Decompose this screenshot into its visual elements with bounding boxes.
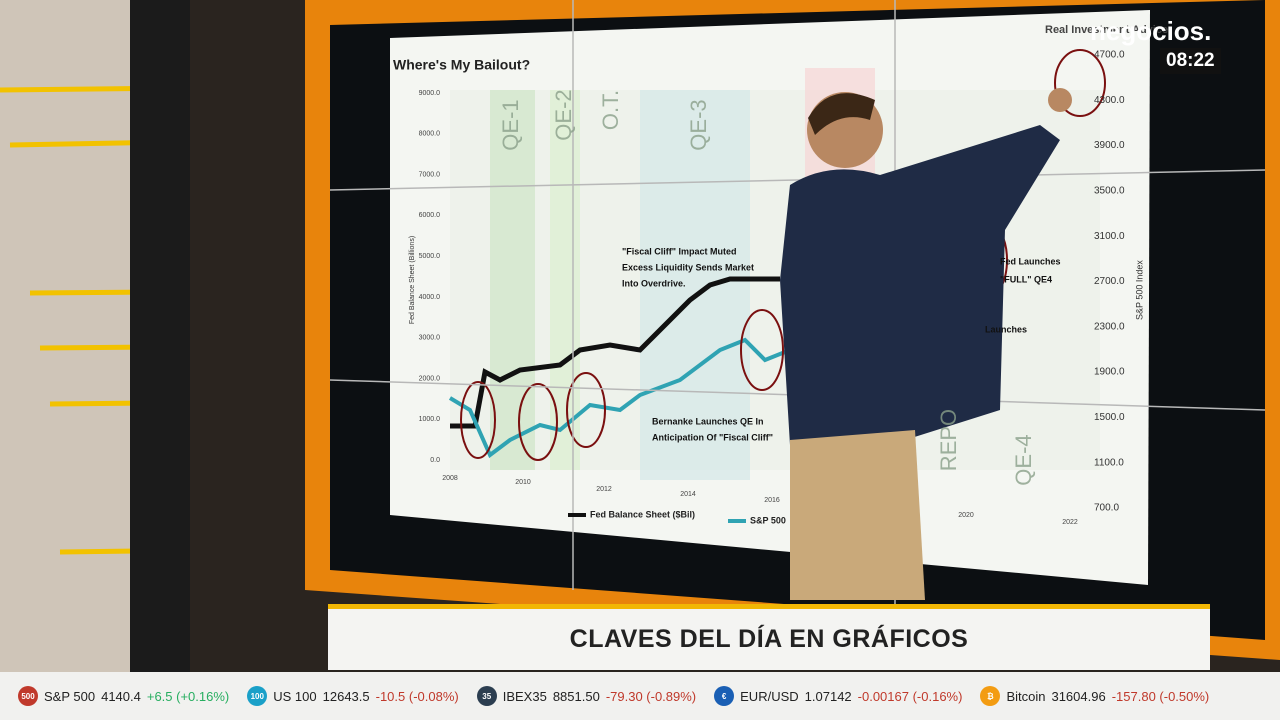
market-ticker: 500 S&P 500 4140.4 +6.5 (+0.16%) 100 US 100 12… [0, 672, 1280, 720]
band-label: QE-2 [551, 89, 576, 140]
ticker-badge: 100 [247, 686, 268, 706]
ticker-value: 1.07142 [804, 688, 852, 704]
left-tick-label: 0.0 [430, 457, 440, 464]
ticker-name: Bitcoin [1006, 688, 1046, 704]
annotation: "FULL" QE4 [1000, 274, 1052, 284]
annotation: Anticipation Of "Fiscal Cliff" [652, 432, 773, 442]
ticker-value: 12643.5 [322, 688, 370, 704]
ticker-change: -79.30 (-0.89%) [605, 688, 697, 704]
legend-label: S&P 500 [750, 515, 786, 525]
right-tick-label: 2700.0 [1094, 276, 1125, 287]
channel-logo: negocios. [1090, 16, 1212, 46]
right-tick-label: 700.0 [1094, 503, 1119, 514]
band-label: QE-1 [498, 99, 523, 150]
left-tick-label: 6000.0 [419, 212, 441, 219]
clock: 08:22 [1160, 48, 1221, 74]
annotation: Bernanke Launches QE In [652, 416, 764, 426]
band-label: QE-3 [686, 99, 711, 150]
right-tick-label: 4700.0 [1094, 50, 1125, 61]
ticker-name: US 100 [273, 688, 317, 704]
band-label: O.T. [598, 90, 623, 130]
right-tick-label: 3500.0 [1094, 186, 1125, 197]
band-label: QE-4 [1011, 434, 1036, 485]
annotation: Launches [985, 324, 1027, 334]
balance-sheet-line [450, 276, 780, 429]
year-label: 2010 [515, 479, 531, 486]
ticker-item: € EUR/USD 1.07142 -0.00167 (-0.16%) [714, 686, 962, 706]
ticker-badge: 35 [476, 686, 497, 706]
ticker-change: -10.5 (-0.08%) [375, 688, 459, 704]
left-tick-label: 1000.0 [419, 416, 441, 423]
presenter-hand [1048, 88, 1072, 112]
ticker-badge: 500 [18, 686, 38, 706]
year-label: 2020 [958, 512, 974, 519]
right-axis-label: S&P 500 Index [1134, 260, 1144, 320]
year-label: 2008 [442, 475, 458, 482]
ticker-change: +6.5 (+0.16%) [146, 688, 230, 704]
pillar [130, 0, 190, 680]
right-tick-label: 2300.0 [1094, 321, 1125, 332]
slide-title: Where's My Bailout? [393, 57, 530, 73]
ticker-name: EUR/USD [740, 688, 799, 704]
ticker-value: 4140.4 [101, 688, 141, 704]
ticker-change: -157.80 (-0.50%) [1111, 688, 1210, 704]
ticker-value: 8851.50 [552, 688, 600, 704]
presenter-hair [808, 93, 875, 135]
ticker-item: ₿ Bitcoin 31604.96 -157.80 (-0.50%) [980, 686, 1209, 706]
presenter-jacket [780, 125, 1060, 445]
year-label: 2016 [764, 497, 780, 504]
lower-third: CLAVES DEL DÍA EN GRÁFICOS [328, 604, 1210, 670]
right-tick-label: 3900.0 [1094, 140, 1125, 151]
left-tick-label: 8000.0 [419, 131, 441, 138]
left-tick-label: 3000.0 [419, 335, 441, 342]
qe2-band [550, 90, 580, 470]
qe1-band [490, 90, 535, 470]
right-tick-label: 1500.0 [1094, 412, 1125, 423]
left-tick-label: 2000.0 [419, 375, 441, 382]
ticker-value: 31604.96 [1051, 688, 1106, 704]
qe3-band [640, 90, 750, 480]
ticker-badge: ₿ [980, 686, 1001, 706]
presenter-trousers [790, 430, 925, 600]
right-tick-label: 1900.0 [1094, 367, 1125, 378]
left-tick-label: 4000.0 [419, 294, 441, 301]
band-label: REPO [936, 409, 961, 471]
ticker-item: 100 US 100 12643.5 -10.5 (-0.08%) [247, 686, 459, 706]
left-tick-label: 7000.0 [419, 171, 441, 178]
left-axis-label: Fed Balance Sheet (Billions) [409, 236, 416, 324]
annotation: Fed Launches [1000, 256, 1061, 266]
ticker-badge: € [714, 686, 735, 706]
right-tick-label: 4300.0 [1094, 95, 1125, 106]
ticker-name: IBEX35 [502, 688, 547, 704]
left-tick-label: 9000.0 [419, 90, 441, 97]
year-label: 2012 [596, 486, 612, 493]
ticker-item: 500 S&P 500 4140.4 +6.5 (+0.16%) [18, 686, 229, 706]
ticker-name: S&P 500 [44, 688, 96, 704]
year-label: 2014 [680, 491, 696, 498]
left-tick-label: 5000.0 [419, 253, 441, 260]
ticker-change: -0.00167 (-0.16%) [857, 688, 963, 704]
slide-brand: Real Investment Advice [1045, 24, 1168, 36]
annotation: "Fiscal Cliff" Impact Muted [622, 246, 737, 256]
annotation: Into Overdrive. [622, 278, 686, 288]
right-tick-label: 1100.0 [1094, 457, 1124, 468]
ticker-item: 35 IBEX35 8851.50 -79.30 (-0.89%) [476, 686, 697, 706]
right-tick-label: 3100.0 [1094, 231, 1125, 242]
annotation: Excess Liquidity Sends Market [622, 262, 754, 272]
year-label: 2022 [1062, 519, 1078, 526]
legend-label: Fed Balance Sheet ($Bil) [590, 509, 695, 519]
